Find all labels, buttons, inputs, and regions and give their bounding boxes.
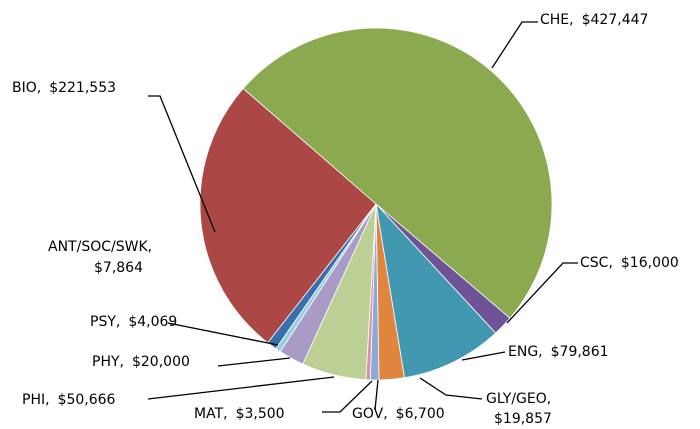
data-label: PSY, $4,069 [90,314,177,330]
pie-slice [199,87,377,344]
category-label: ENG, [508,344,543,360]
value-label: $4,069 [128,314,177,330]
leader-line [374,379,379,411]
category-label: PSY, [90,314,120,330]
category-label: BIO, [12,80,41,96]
data-label: $7,864 [94,260,143,276]
data-label: PHI, $50,666 [22,392,116,408]
leader-line [167,322,279,346]
data-label: PHY, $20,000 [92,354,190,370]
category-label: CHE, [540,12,574,28]
leader-line [491,21,538,69]
data-label: ENG, $79,861 [508,344,609,360]
value-label: $221,553 [49,80,116,96]
leader-line [322,380,373,413]
data-label: CSC, $16,000 [580,255,679,271]
category-label: ANT/SOC/SWK, [48,239,152,255]
data-label: ANT/SOC/SWK, [48,239,152,255]
category-label: MAT, [194,406,228,422]
pie-slice [375,202,497,379]
leader-line [506,262,578,324]
data-label: GLY/GEO, [486,391,551,407]
data-label: $19,857 [494,411,552,427]
category-label: GOV, [352,406,388,422]
value-label: $16,000 [621,255,679,271]
data-label: CHE, $427,447 [540,12,648,28]
leader-line [148,95,216,233]
category-label: PHI, [22,392,50,408]
data-label: MAT, $3,500 [194,406,285,422]
leader-line [147,376,335,400]
leader-line [461,351,506,361]
value-label: $427,447 [582,12,649,28]
data-label: GOV, $6,700 [352,406,445,422]
pie-slice [242,27,553,319]
value-label: $20,000 [132,354,190,370]
category-label: PHY, [92,354,124,370]
leader-line [419,377,483,400]
category-label: GLY/GEO, [486,391,551,407]
value-label: $3,500 [236,406,285,422]
value-label: $19,857 [494,411,552,427]
category-label: CSC, [580,255,613,271]
data-label: BIO, $221,553 [12,80,116,96]
value-label: $50,666 [58,392,116,408]
leader-line [217,357,291,367]
value-label: $7,864 [94,260,143,276]
value-label: $6,700 [396,406,445,422]
value-label: $79,861 [551,344,609,360]
